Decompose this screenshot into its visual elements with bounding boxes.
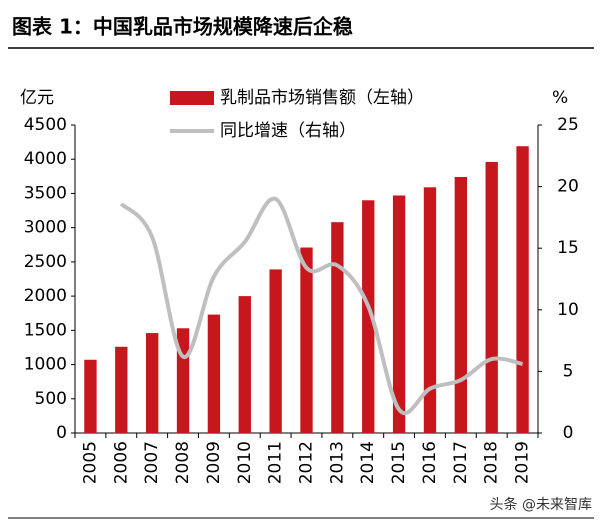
bar [269,269,282,433]
y2-tick-label: 15 [557,238,579,258]
bar [238,296,251,433]
x-tick-label: 2018 [482,441,502,484]
y-tick-label: 2500 [24,252,67,272]
y2-tick-label: 20 [557,177,579,197]
bar [145,333,159,433]
legend-label: 乳制品市场销售额（左轴） [220,88,424,108]
y-tick-label: 3500 [24,183,67,203]
watermark: 头条 @未来智库 [490,496,592,513]
y2-unit: % [552,88,568,108]
x-tick-label: 2014 [358,441,378,484]
y2-tick-label: 10 [557,300,579,320]
bar [454,177,468,433]
x-tick-label: 2015 [389,441,409,484]
y2-tick-label: 25 [557,115,579,135]
bar [84,359,97,433]
y-tick-label: 1500 [24,320,67,340]
bar [115,346,128,433]
y-tick-label: 2000 [24,286,67,306]
legend-label: 同比增速（右轴） [220,121,356,141]
y-tick-label: 500 [35,389,67,409]
line [119,196,524,415]
chart-title: 图表 1：中国乳品市场规模降速后企稳 [12,15,353,39]
bar [300,247,313,433]
x-tick-label: 2006 [111,441,131,484]
x-tick-label: 2017 [451,441,471,484]
bar [362,200,375,433]
x-tick-label: 2009 [204,441,224,484]
bar [392,195,406,433]
bar [331,222,344,433]
x-tick-label: 2019 [513,441,533,484]
x-tick-label: 2008 [173,441,193,484]
y-tick-label: 4000 [24,149,67,169]
legend-swatch [170,91,214,105]
x-tick-label: 2010 [235,441,255,484]
x-tick-label: 2011 [266,441,286,484]
x-tick-label: 2005 [80,441,100,484]
y-unit: 亿元 [20,88,54,108]
y-tick-label: 3000 [24,218,67,238]
bar [485,161,498,433]
y-tick-label: 1000 [24,355,67,375]
bar [423,187,437,433]
y2-tick-label: 5 [563,361,574,381]
bar [207,314,221,433]
y2-tick-label: 0 [563,423,574,443]
x-tick-label: 2016 [420,441,440,484]
x-tick-label: 2007 [142,441,162,484]
bar [516,146,529,433]
x-tick-label: 2013 [327,441,347,484]
x-tick-label: 2012 [297,441,317,484]
y-tick-label: 4500 [24,115,67,135]
y-tick-label: 0 [56,423,67,443]
